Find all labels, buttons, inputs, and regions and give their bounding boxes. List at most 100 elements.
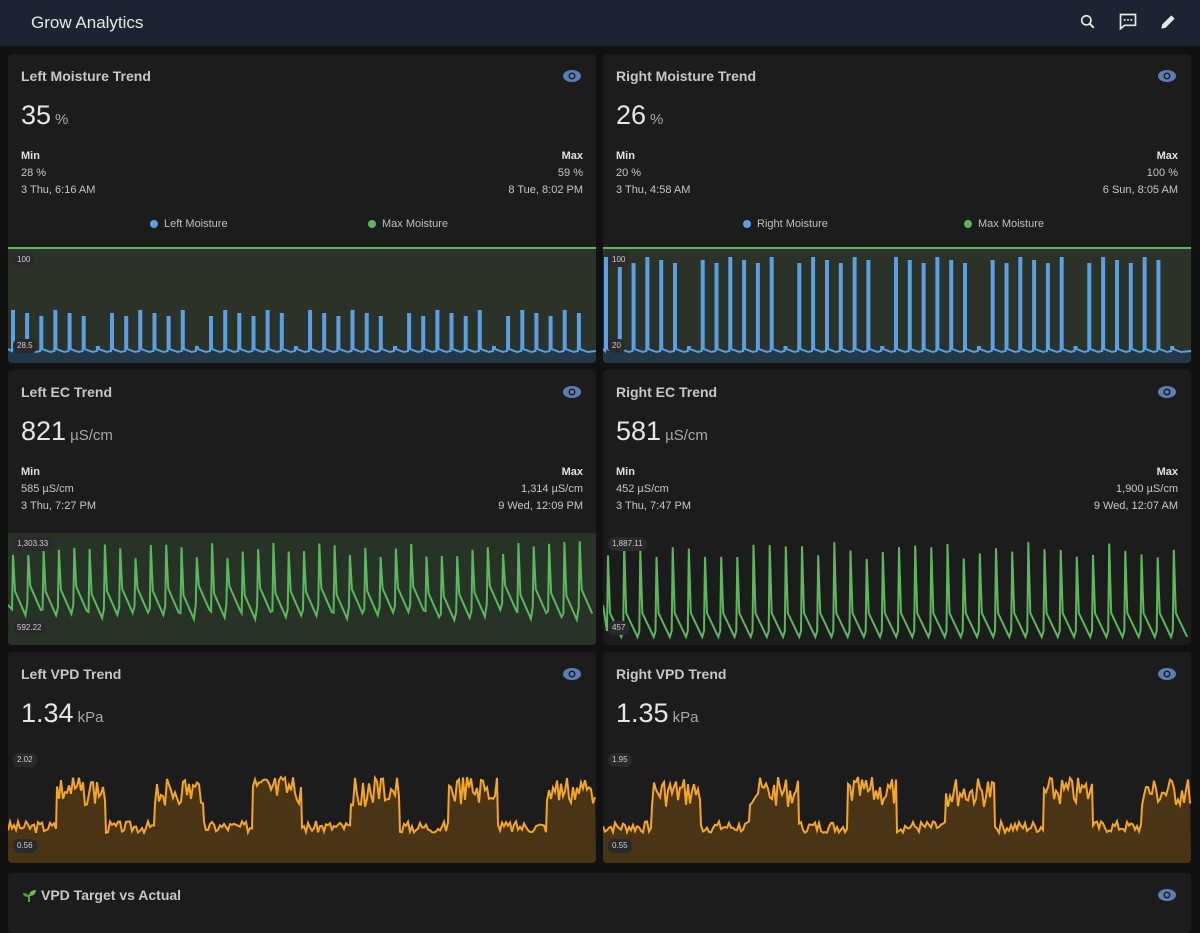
value-unit: µS/cm xyxy=(70,427,113,444)
card-title: Right VPD Trend xyxy=(616,666,727,682)
value-unit: kPa xyxy=(672,709,699,726)
axis-max-label: 100 xyxy=(608,253,630,267)
ec-chart-svg xyxy=(8,533,596,645)
search-icon[interactable] xyxy=(1078,12,1100,34)
axis-min-label: 592.22 xyxy=(13,621,46,635)
max-column: Max 100 % 6 Sun, 8:05 AM xyxy=(1103,148,1178,199)
vpd-chart-svg xyxy=(603,749,1191,863)
chat-icon[interactable] xyxy=(1118,12,1140,34)
max-label: Max xyxy=(1156,466,1178,478)
card-title: Left EC Trend xyxy=(21,384,113,400)
max-time: 8 Tue, 8:02 PM xyxy=(508,184,583,196)
max-label: Max xyxy=(561,150,583,162)
max-value: 100 % xyxy=(1146,167,1178,179)
min-value: 20 % xyxy=(616,167,642,179)
axis-min-label: 457 xyxy=(608,621,630,635)
app-title: Grow Analytics xyxy=(31,13,144,32)
pencil-icon[interactable] xyxy=(1158,12,1180,34)
moisture-chart: 100 20 xyxy=(603,247,1191,363)
moisture-chart: 100 28.5 xyxy=(8,247,596,363)
eye-icon[interactable] xyxy=(562,69,582,83)
legend-dot xyxy=(743,220,751,228)
value-number: 581 xyxy=(616,416,662,446)
value-unit: % xyxy=(650,111,664,128)
legend-item[interactable]: Left Moisture xyxy=(150,218,228,230)
vpd-target-card: VPD Target vs Actual xyxy=(8,873,1191,933)
legend-label: Max Moisture xyxy=(978,218,1045,230)
current-value: 1.35 kPa xyxy=(616,698,698,729)
legend-item[interactable]: Max Moisture xyxy=(368,218,448,230)
current-value: 581 µS/cm xyxy=(616,416,708,447)
value-number: 821 xyxy=(21,416,67,446)
legend-dot xyxy=(964,220,972,228)
vpd-chart: 1.95 0.55 xyxy=(603,749,1191,863)
ec-line xyxy=(8,541,594,624)
moisture-chart-svg xyxy=(603,247,1191,363)
vpd-chart-svg xyxy=(8,749,596,863)
min-label: Min xyxy=(616,150,635,162)
max-time: 9 Wed, 12:07 AM xyxy=(1093,500,1178,512)
ec-chart: 1,887.11 457 xyxy=(603,533,1191,645)
eye-icon[interactable] xyxy=(562,667,582,681)
value-number: 1.35 xyxy=(616,698,669,728)
min-time: 3 Thu, 4:58 AM xyxy=(616,184,691,196)
legend-label: Left Moisture xyxy=(164,218,228,230)
ec-line xyxy=(603,542,1189,640)
max-value: 1,314 µS/cm xyxy=(521,483,583,495)
legend-item[interactable]: Right Moisture xyxy=(743,218,828,230)
min-value: 28 % xyxy=(21,167,47,179)
current-value: 821 µS/cm xyxy=(21,416,113,447)
eye-icon[interactable] xyxy=(1157,385,1177,399)
legend-dot xyxy=(150,220,158,228)
max-label: Max xyxy=(561,466,583,478)
min-label: Min xyxy=(21,466,40,478)
max-time: 6 Sun, 8:05 AM xyxy=(1102,184,1178,196)
vpd-chart: 2.02 0.56 xyxy=(8,749,596,863)
eye-icon[interactable] xyxy=(1157,667,1177,681)
current-value: 1.34 kPa xyxy=(21,698,103,729)
axis-max-label: 100 xyxy=(13,253,35,267)
card-title: Left Moisture Trend xyxy=(21,68,151,84)
min-label: Min xyxy=(21,150,40,162)
max-value: 59 % xyxy=(557,167,583,179)
app-header: Grow Analytics xyxy=(0,0,1200,46)
min-time: 3 Thu, 7:47 PM xyxy=(616,500,692,512)
value-unit: % xyxy=(55,111,69,128)
right-ec-card: Right EC Trend 581 µS/cm Min 452 µS/cm 3 Th… xyxy=(603,370,1191,645)
legend-item[interactable]: Max Moisture xyxy=(964,218,1044,230)
card-title-text: VPD Target vs Actual xyxy=(41,887,182,903)
moisture-chart-svg xyxy=(8,247,596,363)
max-column: Max 1,314 µS/cm 9 Wed, 12:09 PM xyxy=(498,464,583,515)
axis-min-label: 20 xyxy=(608,339,625,353)
min-time: 3 Thu, 7:27 PM xyxy=(21,500,97,512)
right-moisture-card: Right Moisture Trend 26% Min 20 % 3 Thu, 4… xyxy=(603,54,1191,363)
axis-max-label: 1.95 xyxy=(608,753,632,767)
eye-icon[interactable] xyxy=(562,385,582,399)
current-value: 35% xyxy=(21,100,68,131)
max-column: Max 59 % 8 Tue, 8:02 PM xyxy=(508,148,583,199)
min-value: 452 µS/cm xyxy=(616,483,669,495)
current-value: 26% xyxy=(616,100,663,131)
card-title: Right EC Trend xyxy=(616,384,718,400)
value-unit: kPa xyxy=(77,709,104,726)
value-number: 1.34 xyxy=(21,698,74,728)
left-ec-card: Left EC Trend 821 µS/cm Min 585 µS/cm 3 Thu… xyxy=(8,370,596,645)
min-column: Min 20 % 3 Thu, 4:58 AM xyxy=(616,148,690,199)
card-title: VPD Target vs Actual xyxy=(21,887,181,903)
card-title: Right Moisture Trend xyxy=(616,68,756,84)
max-column: Max 1,900 µS/cm 9 Wed, 12:07 AM xyxy=(1094,464,1178,515)
eye-icon[interactable] xyxy=(1157,888,1177,902)
min-time: 3 Thu, 6:16 AM xyxy=(21,184,96,196)
card-title: Left VPD Trend xyxy=(21,666,122,682)
min-label: Min xyxy=(616,466,635,478)
left-vpd-card: Left VPD Trend 1.34 kPa 2.02 0.56 xyxy=(8,652,596,863)
axis-min-label: 0.55 xyxy=(608,839,632,853)
sprout-icon xyxy=(23,890,36,902)
moisture-line xyxy=(603,257,1191,354)
eye-icon[interactable] xyxy=(1157,69,1177,83)
axis-max-label: 1,887.11 xyxy=(608,537,647,551)
ec-area xyxy=(8,533,596,645)
max-area xyxy=(8,247,596,363)
legend-label: Max Moisture xyxy=(382,218,449,230)
axis-max-label: 2.02 xyxy=(13,753,37,767)
